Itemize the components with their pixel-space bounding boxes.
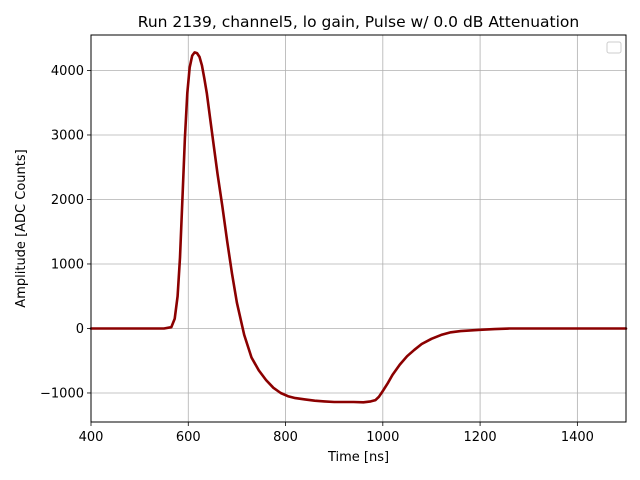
y-tick-label: 2000: [51, 193, 84, 208]
series-line: [89, 51, 628, 404]
x-tick-label: 600: [176, 430, 201, 445]
chart-title: Run 2139, channel5, lo gain, Pulse w/ 0.…: [138, 13, 579, 31]
x-tick-label: 400: [79, 430, 104, 445]
axes-frame: [90, 34, 627, 423]
plot-area: [89, 51, 628, 404]
y-tick-label: 3000: [51, 128, 84, 143]
x-axis-label: Time [ns]: [327, 450, 389, 465]
y-ticks: −1000 0 1000 2000 3000 4000: [40, 64, 91, 401]
x-ticks: 400 600 800 1000 1200 1400: [79, 422, 594, 445]
y-tick-label: 0: [76, 322, 84, 337]
y-axis-label: Amplitude [ADC Counts]: [14, 149, 29, 307]
x-tick-label: 1400: [561, 430, 594, 445]
x-tick-label: 1200: [464, 430, 497, 445]
y-tick-label: −1000: [40, 386, 84, 401]
y-tick-label: 1000: [51, 257, 84, 272]
legend-box: [606, 41, 622, 54]
x-tick-label: 1000: [366, 430, 399, 445]
x-tick-label: 800: [273, 430, 298, 445]
grid: [90, 35, 626, 422]
y-tick-label: 4000: [51, 64, 84, 79]
